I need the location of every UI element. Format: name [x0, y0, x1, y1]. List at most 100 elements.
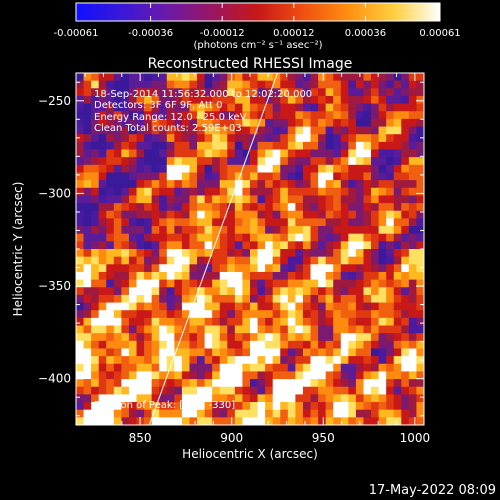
heatmap-cell	[378, 141, 387, 150]
heatmap-cell	[234, 402, 243, 411]
heatmap-cell	[227, 294, 236, 303]
heatmap-cell	[159, 386, 168, 395]
heatmap-cell	[212, 172, 221, 181]
heatmap-cell	[136, 111, 145, 120]
heatmap-cell	[280, 88, 289, 97]
heatmap-cell	[159, 180, 168, 189]
heatmap-cell	[219, 325, 228, 334]
heatmap-cell	[280, 363, 289, 372]
heatmap-cell	[136, 141, 145, 150]
heatmap-cell	[416, 279, 424, 288]
heatmap-cell	[363, 294, 372, 303]
heatmap-cell	[265, 325, 274, 334]
heatmap-cell	[91, 264, 100, 273]
heatmap-cell	[181, 325, 190, 334]
heatmap-cell	[106, 118, 115, 127]
heatmap-cell	[386, 164, 395, 173]
heatmap-cell	[113, 203, 122, 212]
heatmap-cell	[386, 141, 395, 150]
heatmap-cell	[113, 402, 122, 411]
heatmap-cell	[91, 386, 100, 395]
heatmap-cell	[393, 348, 402, 357]
heatmap-cell	[393, 386, 402, 395]
heatmap-cell	[295, 118, 304, 127]
heatmap-cell	[340, 363, 349, 372]
heatmap-cell	[355, 356, 364, 365]
heatmap-cell	[287, 394, 296, 403]
heatmap-cell	[295, 180, 304, 189]
heatmap-cell	[333, 340, 342, 349]
heatmap-cell	[128, 340, 137, 349]
heatmap-cell	[121, 363, 130, 372]
heatmap-cell	[257, 340, 266, 349]
heatmap-cell	[174, 279, 183, 288]
heatmap-cell	[144, 126, 153, 135]
heatmap-cell	[363, 118, 372, 127]
heatmap-cell	[144, 317, 153, 326]
heatmap-cell	[227, 402, 236, 411]
heatmap-cell	[212, 409, 221, 418]
heatmap-cell	[166, 340, 175, 349]
heatmap-cell	[98, 88, 107, 97]
heatmap-cell	[197, 241, 206, 250]
heatmap-cell	[295, 88, 304, 97]
heatmap-cell	[227, 126, 236, 135]
heatmap-cell	[325, 294, 334, 303]
heatmap-cell	[280, 371, 289, 380]
heatmap-cell	[272, 88, 281, 97]
heatmap-cell	[386, 402, 395, 411]
heatmap-cell	[393, 218, 402, 227]
heatmap-cell	[287, 417, 296, 425]
heatmap-cell	[76, 233, 84, 242]
heatmap-cell	[386, 348, 395, 357]
heatmap-cell	[136, 126, 145, 135]
heatmap-cell	[234, 103, 243, 112]
heatmap-cell	[333, 95, 342, 105]
heatmap-cell	[83, 111, 92, 120]
heatmap-cell	[212, 134, 221, 143]
heatmap-cell	[181, 256, 190, 265]
heatmap-cell	[287, 88, 296, 97]
heatmap-cell	[363, 187, 372, 196]
heatmap-cell	[371, 294, 380, 303]
heatmap-cell	[340, 203, 349, 212]
heatmap-cell	[121, 187, 130, 196]
heatmap-cell	[265, 203, 274, 212]
heatmap-cell	[113, 256, 122, 265]
heatmap-cell	[159, 141, 168, 150]
heatmap-cell	[136, 379, 145, 388]
heatmap-cell	[174, 356, 183, 365]
heatmap-cell	[257, 203, 266, 212]
heatmap-cell	[219, 126, 228, 135]
heatmap-cell	[159, 210, 168, 219]
heatmap-cell	[310, 241, 319, 250]
heatmap-cell	[212, 141, 221, 150]
heatmap-cell	[227, 210, 236, 219]
heatmap-cell	[76, 386, 84, 395]
heatmap-cell	[363, 325, 372, 334]
heatmap-cell	[151, 141, 160, 150]
heatmap-cell	[257, 279, 266, 288]
heatmap-cell	[280, 126, 289, 135]
heatmap-cell	[408, 149, 417, 158]
heatmap-cell	[151, 226, 160, 235]
heatmap-cell	[227, 394, 236, 403]
heatmap-cell	[91, 317, 100, 326]
heatmap-cell	[386, 409, 395, 418]
heatmap-cell	[401, 172, 410, 181]
heatmap-cell	[98, 118, 107, 127]
heatmap-cell	[333, 118, 342, 127]
heatmap-cell	[106, 218, 115, 227]
heatmap-cell	[302, 340, 311, 349]
heatmap-cell	[227, 80, 236, 89]
heatmap-cell	[250, 287, 258, 296]
heatmap-cell	[204, 287, 213, 296]
heatmap-cell	[174, 241, 183, 250]
heatmap-cell	[363, 218, 372, 227]
heatmap-cell	[393, 187, 402, 196]
heatmap-cell	[333, 287, 342, 296]
heatmap-cell	[113, 111, 122, 120]
heatmap-cell	[174, 325, 183, 334]
heatmap-cell	[393, 180, 402, 189]
heatmap-cell	[348, 333, 357, 342]
